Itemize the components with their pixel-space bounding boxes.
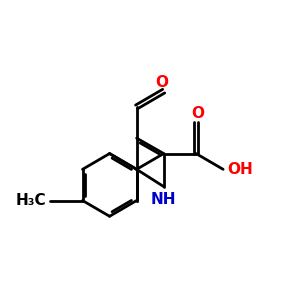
Text: NH: NH: [151, 192, 176, 207]
Text: H₃C: H₃C: [16, 193, 46, 208]
Text: OH: OH: [228, 162, 253, 177]
Text: O: O: [191, 106, 204, 121]
Text: O: O: [156, 75, 169, 90]
